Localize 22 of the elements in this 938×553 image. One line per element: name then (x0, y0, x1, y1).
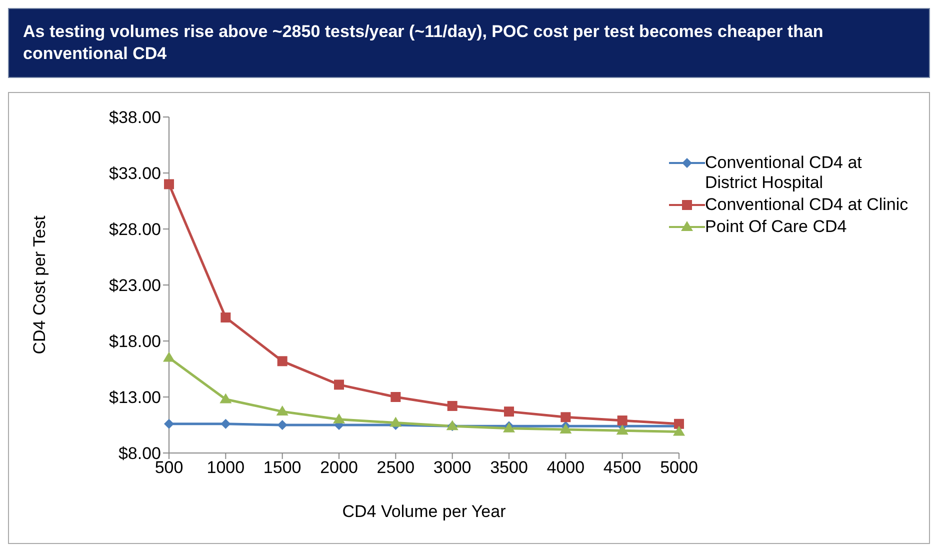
x-tick-label: 500 (154, 458, 184, 478)
x-tick-label: 2000 (320, 458, 358, 478)
y-tick-label: $38.00 (109, 108, 161, 128)
y-tick-label: $18.00 (109, 332, 161, 352)
x-tick-label: 3000 (433, 458, 472, 478)
y-tick-label: $33.00 (109, 164, 161, 184)
y-tick-label: $23.00 (109, 276, 161, 296)
y-tick-label: $13.00 (109, 388, 161, 408)
x-tick-label: 4000 (546, 458, 585, 478)
x-tick-label: 1500 (263, 458, 302, 478)
x-tick-label: 2500 (376, 458, 415, 478)
x-tick-label: 4500 (603, 458, 642, 478)
x-tick-label: 5000 (660, 458, 698, 478)
x-tick-label: 3500 (490, 458, 528, 478)
y-axis-title: CD4 Cost per Test (30, 215, 50, 354)
y-tick-label: $28.00 (109, 220, 161, 240)
x-tick-label: 1000 (206, 458, 245, 478)
legend-label: Point Of Care CD4 (705, 217, 847, 237)
legend-label: Conventional CD4 at District Hospital (705, 153, 863, 193)
legend-label: Conventional CD4 at Clinic (705, 195, 908, 215)
x-axis-title: CD4 Volume per Year (342, 502, 506, 521)
chart-title: As testing volumes rise above ~2850 tests/year (~11/day), POC cost per test becomes cheaper than conventional CD4 (8, 8, 930, 78)
